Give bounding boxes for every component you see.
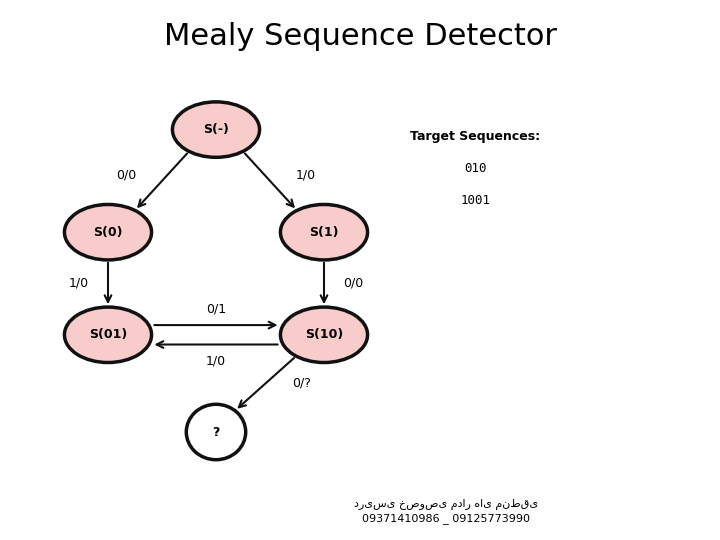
Text: S(10): S(10)	[305, 328, 343, 341]
Text: S(-): S(-)	[203, 123, 229, 136]
Text: 09371410986 _ 09125773990: 09371410986 _ 09125773990	[362, 513, 531, 524]
Text: 0/1: 0/1	[206, 302, 226, 315]
Ellipse shape	[173, 102, 260, 157]
Ellipse shape	[65, 205, 152, 260]
Text: 010: 010	[464, 162, 487, 175]
Ellipse shape	[281, 205, 368, 260]
Ellipse shape	[281, 307, 368, 362]
Text: 0/0: 0/0	[116, 169, 136, 182]
Text: 0/?: 0/?	[292, 377, 311, 390]
Text: S(0): S(0)	[94, 226, 122, 239]
Text: 1/0: 1/0	[206, 354, 226, 367]
Text: 1001: 1001	[460, 194, 490, 207]
Text: S(1): S(1)	[310, 226, 338, 239]
Text: Target Sequences:: Target Sequences:	[410, 130, 540, 143]
Text: S(01): S(01)	[89, 328, 127, 341]
Text: ?: ?	[212, 426, 220, 438]
Text: 1/0: 1/0	[296, 169, 316, 182]
Text: 0/0: 0/0	[343, 277, 363, 290]
Text: 1/0: 1/0	[69, 277, 89, 290]
Text: Mealy Sequence Detector: Mealy Sequence Detector	[163, 22, 557, 51]
Text: دریسی خصوصی مدار های منطقی: دریسی خصوصی مدار های منطقی	[354, 500, 539, 510]
Ellipse shape	[186, 404, 246, 460]
Ellipse shape	[65, 307, 152, 362]
